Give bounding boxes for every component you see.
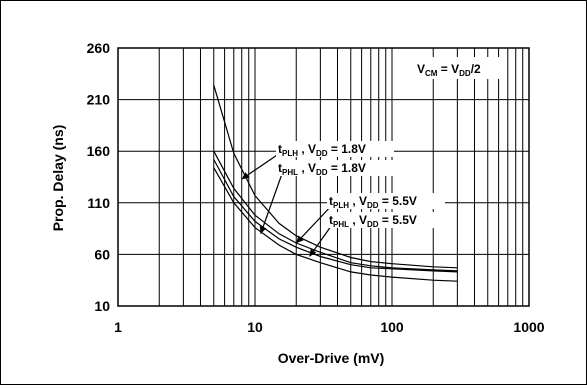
y-tick-labels: 10 60 110 160 210 260 (87, 40, 111, 314)
x-tick-label: 10 (247, 319, 263, 335)
plot-frame (118, 48, 529, 306)
y-axis-title: Prop. Delay (ns) (50, 125, 66, 232)
y-tick-label: 210 (87, 92, 111, 108)
y-tick-label: 60 (94, 246, 110, 262)
series-layer (214, 85, 458, 281)
x-axis-title: Over-Drive (mV) (278, 350, 385, 366)
x-tick-label: 100 (380, 319, 404, 335)
y-tick-label: 160 (87, 143, 111, 159)
x-tick-label: 1 (114, 319, 122, 335)
x-tick-label: 1000 (513, 319, 544, 335)
y-tick-label: 110 (87, 195, 110, 211)
series-line-1 (214, 85, 458, 268)
y-tick-label: 260 (87, 40, 111, 56)
grid (118, 48, 529, 306)
x-tick-labels: 1 10 100 1000 (114, 319, 545, 335)
y-tick-label: 10 (94, 298, 110, 314)
